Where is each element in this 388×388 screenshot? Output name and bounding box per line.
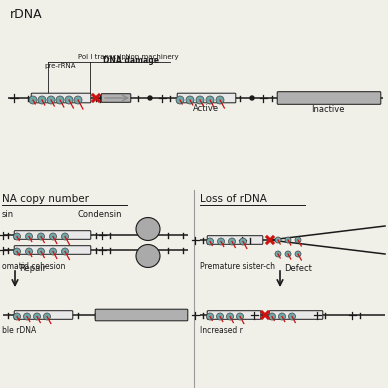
Circle shape [50, 248, 57, 255]
Circle shape [218, 238, 225, 245]
Circle shape [229, 238, 236, 245]
Circle shape [250, 96, 254, 100]
Text: Active: Active [193, 104, 219, 113]
Text: Defect: Defect [284, 264, 312, 273]
Ellipse shape [136, 244, 160, 267]
Text: NA copy number: NA copy number [2, 194, 89, 204]
FancyBboxPatch shape [277, 92, 381, 104]
Circle shape [295, 251, 301, 257]
Circle shape [289, 313, 296, 320]
Text: rDNA: rDNA [10, 8, 43, 21]
Circle shape [14, 248, 21, 255]
Circle shape [285, 237, 291, 243]
Circle shape [38, 96, 46, 104]
Circle shape [33, 313, 40, 320]
FancyBboxPatch shape [101, 94, 131, 102]
Text: Pol I transcription machinery: Pol I transcription machinery [78, 54, 178, 60]
Circle shape [43, 313, 50, 320]
Text: Repair: Repair [19, 264, 46, 273]
FancyBboxPatch shape [207, 311, 261, 319]
Text: DNA damage: DNA damage [103, 56, 159, 65]
Circle shape [268, 313, 275, 320]
FancyBboxPatch shape [14, 246, 91, 254]
Circle shape [176, 96, 184, 104]
FancyBboxPatch shape [95, 309, 188, 321]
Text: Increased r: Increased r [200, 326, 243, 335]
Circle shape [295, 237, 301, 243]
Circle shape [62, 248, 69, 255]
FancyBboxPatch shape [14, 311, 73, 319]
Circle shape [26, 248, 33, 255]
Text: omatid cohesion: omatid cohesion [2, 262, 65, 271]
Circle shape [237, 313, 244, 320]
Circle shape [227, 313, 234, 320]
Circle shape [279, 313, 286, 320]
Circle shape [62, 233, 69, 240]
Circle shape [38, 248, 45, 255]
Circle shape [216, 96, 224, 104]
Circle shape [50, 233, 57, 240]
FancyBboxPatch shape [207, 236, 263, 244]
Ellipse shape [136, 218, 160, 241]
Circle shape [14, 313, 21, 320]
Circle shape [275, 237, 281, 243]
Text: Premature sister-ch: Premature sister-ch [200, 262, 275, 271]
Text: Loss of rDNA: Loss of rDNA [200, 194, 267, 204]
Circle shape [206, 238, 213, 245]
Circle shape [275, 251, 281, 257]
Circle shape [206, 313, 213, 320]
FancyBboxPatch shape [14, 231, 91, 239]
Circle shape [47, 96, 55, 104]
Text: Condensin: Condensin [78, 210, 122, 219]
Circle shape [24, 313, 31, 320]
FancyBboxPatch shape [31, 93, 91, 103]
Circle shape [38, 233, 45, 240]
Circle shape [26, 233, 33, 240]
Circle shape [56, 96, 64, 104]
Circle shape [65, 96, 73, 104]
Text: Inactive: Inactive [311, 105, 345, 114]
Circle shape [285, 251, 291, 257]
Circle shape [74, 96, 82, 104]
Circle shape [217, 313, 223, 320]
FancyBboxPatch shape [177, 93, 236, 103]
Circle shape [14, 233, 21, 240]
Circle shape [29, 96, 37, 104]
Circle shape [186, 96, 194, 104]
Text: pre-rRNA: pre-rRNA [44, 63, 76, 69]
Circle shape [148, 96, 152, 100]
Text: sin: sin [2, 210, 14, 219]
Circle shape [196, 96, 204, 104]
FancyBboxPatch shape [269, 311, 323, 319]
Circle shape [239, 238, 246, 245]
Circle shape [206, 96, 214, 104]
Text: ble rDNA: ble rDNA [2, 326, 36, 335]
